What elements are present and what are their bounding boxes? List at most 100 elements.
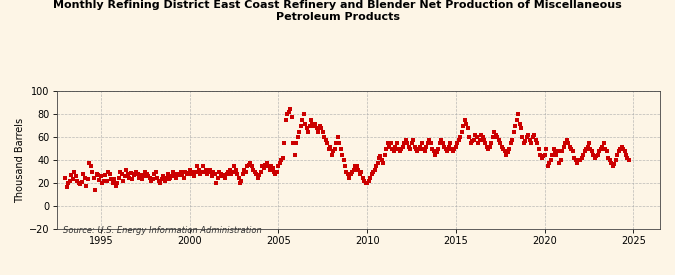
Point bbox=[348, 167, 359, 172]
Point bbox=[560, 141, 571, 145]
Point bbox=[159, 179, 170, 183]
Point bbox=[125, 171, 136, 175]
Point bbox=[184, 167, 195, 172]
Point bbox=[440, 147, 451, 151]
Point bbox=[616, 144, 627, 149]
Point bbox=[495, 141, 506, 145]
Point bbox=[192, 164, 202, 168]
Point bbox=[156, 177, 167, 181]
Point bbox=[572, 160, 583, 165]
Point bbox=[342, 172, 353, 176]
Point bbox=[492, 135, 503, 139]
Point bbox=[480, 141, 491, 145]
Point bbox=[162, 172, 173, 176]
Point bbox=[418, 147, 429, 151]
Point bbox=[562, 138, 572, 142]
Point bbox=[244, 163, 254, 167]
Point bbox=[331, 141, 342, 145]
Point bbox=[131, 170, 142, 174]
Point bbox=[328, 149, 339, 153]
Point bbox=[378, 160, 389, 165]
Point bbox=[340, 164, 350, 168]
Point bbox=[582, 144, 593, 149]
Point bbox=[600, 147, 611, 151]
Point bbox=[427, 147, 437, 151]
Point bbox=[414, 147, 425, 151]
Point bbox=[424, 138, 435, 142]
Point bbox=[242, 164, 253, 168]
Point bbox=[405, 147, 416, 151]
Point bbox=[496, 144, 507, 149]
Point bbox=[213, 175, 223, 180]
Point bbox=[155, 181, 165, 186]
Point bbox=[431, 150, 442, 155]
Point bbox=[578, 152, 589, 157]
Point bbox=[624, 158, 634, 163]
Point bbox=[498, 147, 509, 151]
Point bbox=[142, 172, 153, 176]
Point bbox=[605, 160, 616, 165]
Point bbox=[493, 138, 504, 142]
Point bbox=[173, 173, 184, 177]
Point bbox=[588, 152, 599, 157]
Point bbox=[313, 129, 324, 134]
Point bbox=[292, 135, 303, 139]
Point bbox=[288, 141, 298, 145]
Point bbox=[229, 164, 240, 168]
Point bbox=[251, 172, 262, 176]
Point bbox=[467, 139, 478, 143]
Point bbox=[240, 170, 251, 174]
Point bbox=[315, 124, 325, 128]
Point bbox=[136, 173, 146, 177]
Point bbox=[483, 147, 494, 151]
Point bbox=[504, 147, 514, 151]
Point bbox=[394, 149, 405, 153]
Point bbox=[143, 174, 154, 179]
Point bbox=[603, 156, 614, 160]
Point bbox=[177, 173, 188, 177]
Point bbox=[196, 170, 207, 174]
Point bbox=[479, 138, 489, 142]
Point bbox=[403, 144, 414, 149]
Point bbox=[326, 152, 337, 157]
Point bbox=[279, 141, 290, 145]
Point bbox=[501, 152, 512, 157]
Point bbox=[458, 124, 468, 128]
Point bbox=[255, 170, 266, 174]
Point bbox=[618, 147, 628, 151]
Point bbox=[410, 147, 421, 151]
Point bbox=[168, 170, 179, 174]
Point bbox=[371, 164, 381, 168]
Point bbox=[543, 160, 554, 165]
Point bbox=[579, 149, 590, 153]
Point bbox=[269, 170, 279, 174]
Point bbox=[593, 152, 603, 157]
Point bbox=[211, 181, 221, 186]
Point bbox=[238, 172, 248, 176]
Point bbox=[364, 175, 375, 180]
Point bbox=[88, 175, 99, 180]
Point bbox=[416, 141, 427, 145]
Point bbox=[217, 174, 227, 179]
Point bbox=[112, 181, 123, 186]
Point bbox=[198, 164, 209, 168]
Point bbox=[439, 144, 450, 149]
Point bbox=[183, 171, 194, 175]
Point bbox=[209, 172, 220, 176]
Point bbox=[84, 160, 95, 165]
Point bbox=[72, 179, 83, 183]
Point bbox=[70, 174, 81, 179]
Point bbox=[259, 166, 269, 170]
Point bbox=[352, 164, 362, 168]
Point bbox=[341, 170, 352, 174]
Point bbox=[100, 173, 111, 177]
Point bbox=[290, 152, 300, 157]
Point bbox=[464, 135, 475, 139]
Point bbox=[390, 144, 401, 149]
Point bbox=[514, 121, 525, 126]
Point bbox=[223, 170, 234, 174]
Point bbox=[308, 124, 319, 128]
Point bbox=[368, 170, 379, 174]
Point bbox=[295, 124, 306, 128]
Point bbox=[291, 141, 302, 145]
